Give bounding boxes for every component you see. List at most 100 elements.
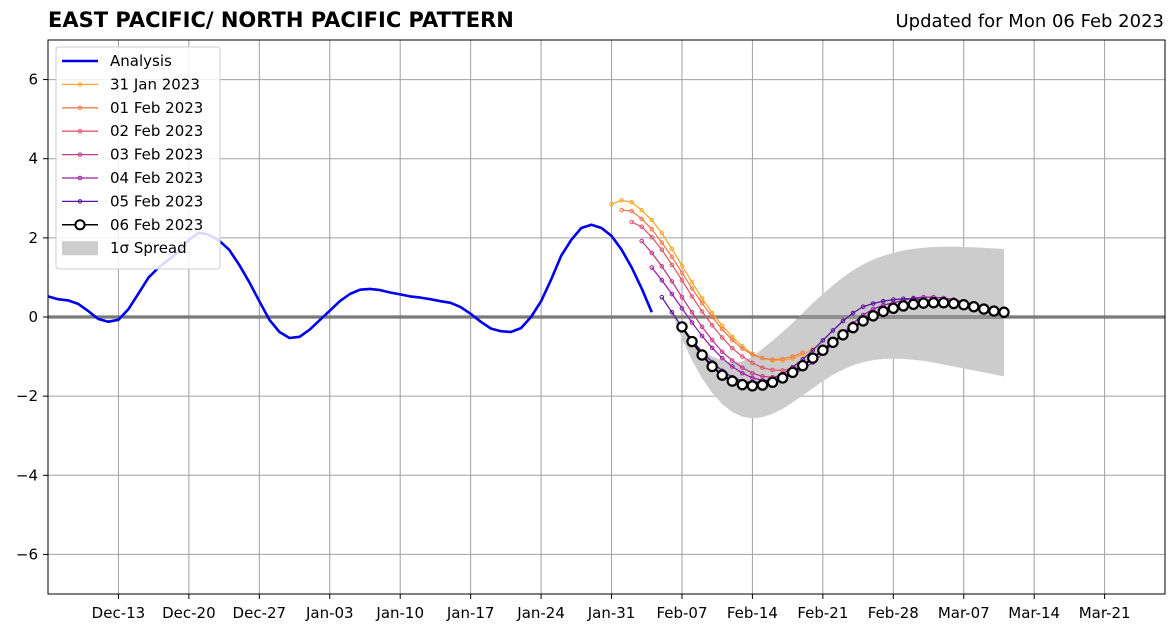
legend-latest-marker: [74, 219, 86, 231]
x-tick-label: Mar-07: [938, 604, 990, 622]
latest-forecast-point: [887, 302, 899, 314]
forecast-point: [699, 296, 705, 301]
legend-forecast-marker: [77, 128, 83, 134]
latest-forecast-point: [917, 297, 930, 309]
legend-label: 01 Feb 2023: [110, 99, 203, 117]
forecast-point: [639, 238, 645, 244]
x-tick-label: Jan-10: [375, 604, 424, 622]
x-tick-label: Feb-21: [797, 604, 848, 622]
forecast-point: [709, 314, 715, 320]
forecast-point: [659, 294, 665, 300]
y-axis-ticks: −6 −4 −2 0 2 4 6: [16, 71, 48, 563]
forecast-point: [659, 247, 665, 253]
latest-forecast-point: [786, 366, 799, 379]
legend-label: 05 Feb 2023: [110, 192, 203, 210]
forecast-point: [760, 355, 765, 361]
forecast-point: [719, 335, 725, 340]
forecast-point: [659, 277, 665, 283]
forecast-point: [740, 346, 745, 351]
forecast-point: [750, 352, 755, 357]
forecast-point: [639, 224, 645, 230]
y-tick-label: −4: [16, 466, 38, 484]
legend-label: 1σ Spread: [110, 239, 187, 257]
forecast-point: [659, 230, 665, 236]
forecast-point: [689, 294, 695, 299]
forecast-point: [800, 350, 806, 355]
latest-forecast-point: [817, 344, 829, 356]
x-tick-label: Dec-20: [162, 604, 216, 622]
latest-forecast-point: [696, 349, 708, 361]
latest-forecast-point: [937, 297, 950, 309]
forecast-point: [890, 297, 896, 302]
forecast-point: [669, 254, 675, 260]
forecast-point: [689, 286, 695, 291]
forecast-line: [611, 199, 814, 362]
forecast-point: [649, 226, 655, 232]
latest-forecast-point: [686, 335, 698, 348]
legend-label: 03 Feb 2023: [110, 146, 203, 164]
forecast-point: [729, 345, 735, 351]
forecast-point: [750, 360, 755, 366]
forecast-point: [629, 199, 634, 205]
analysis-line: [47, 223, 653, 340]
latest-forecast-point: [736, 378, 749, 391]
latest-forecast-point: [847, 321, 859, 334]
forecast-point: [689, 309, 695, 315]
forecast-line: [661, 296, 944, 384]
legend: Analysis 31 Jan 2023 01 Feb 2023 02 Feb 202…: [55, 46, 221, 270]
legend-forecast-marker: [77, 152, 83, 157]
legend-spread-swatch: [62, 241, 98, 256]
forecast-point: [649, 265, 655, 270]
forecast-point: [840, 318, 846, 324]
latest-forecast-point: [776, 372, 789, 384]
forecast-point: [750, 375, 755, 381]
legend-forecast-marker: [77, 105, 83, 111]
latest-forecast-point: [877, 305, 889, 318]
forecast-point: [820, 338, 826, 343]
latest-forecast-point: [756, 379, 769, 391]
forecast-point: [629, 208, 634, 214]
latest-forecast-point: [746, 380, 759, 392]
x-tick-label: Dec-27: [233, 604, 287, 622]
forecast-point: [860, 304, 866, 310]
forecast-point: [669, 262, 675, 268]
y-tick-label: 2: [28, 229, 38, 247]
forecast-point: [740, 365, 745, 370]
forecast-point: [790, 354, 795, 359]
latest-forecast-point: [867, 310, 879, 322]
forecast-point: [689, 320, 695, 325]
x-tick-label: Jan-31: [587, 604, 636, 622]
forecast-point: [850, 310, 856, 316]
forecast-point: [699, 333, 705, 339]
forecast-point: [770, 357, 775, 363]
legend-forecast-marker: [77, 175, 83, 181]
y-tick-label: 4: [28, 150, 38, 168]
chart-subtitle: Updated for Mon 06 Feb 2023: [895, 11, 1164, 32]
latest-forecast-point: [857, 315, 869, 327]
latest-forecast-point: [968, 301, 980, 313]
forecast-point: [669, 246, 675, 252]
legend-label: 06 Feb 2023: [110, 216, 203, 234]
legend-forecast-marker: [77, 199, 83, 204]
forecast-point: [729, 358, 735, 363]
x-tick-label: Dec-13: [92, 604, 146, 622]
latest-forecast-point: [927, 297, 940, 309]
forecast-point: [719, 349, 725, 355]
latest-forecast-point: [766, 376, 779, 388]
latest-forecast-point: [797, 359, 809, 372]
forecast-point: [709, 337, 715, 343]
legend-label: 31 Jan 2023: [110, 75, 200, 93]
forecast-point: [669, 279, 675, 284]
forecast-point: [679, 294, 685, 300]
forecast-point: [719, 326, 725, 332]
x-tick-label: Feb-14: [727, 604, 778, 622]
x-tick-label: Feb-28: [868, 604, 919, 622]
forecast-point: [699, 309, 705, 314]
forecast-point: [770, 367, 775, 373]
forecast-point: [880, 298, 886, 304]
forecast-point: [729, 337, 735, 343]
forecast-point: [649, 250, 655, 256]
zero-line: [48, 315, 1165, 319]
chart-title: EAST PACIFIC/ NORTH PACIFIC PATTERN: [48, 8, 514, 32]
